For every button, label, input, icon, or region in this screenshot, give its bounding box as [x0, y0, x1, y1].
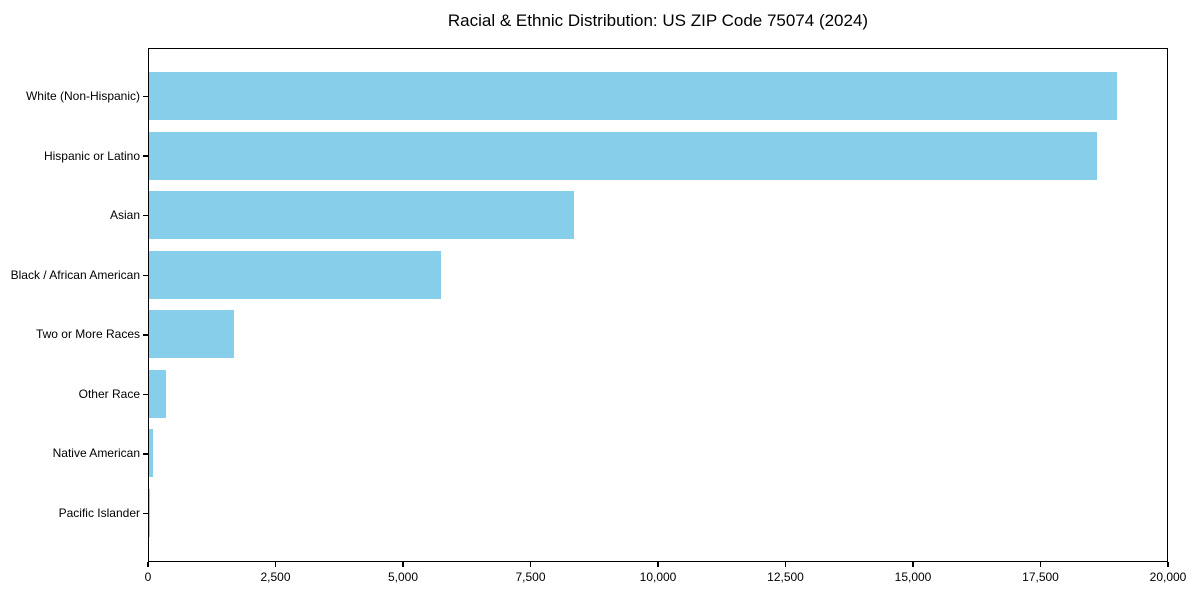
x-tick-label: 2,500 [260, 570, 291, 584]
y-tick [143, 95, 148, 98]
bar-native-american [149, 429, 153, 478]
bar-other-race [149, 369, 166, 418]
x-tick [529, 562, 532, 567]
y-tick-label: Hispanic or Latino [43, 148, 140, 163]
x-tick [1039, 562, 1042, 567]
x-tick-label: 0 [144, 570, 152, 584]
bar-asian [149, 191, 574, 240]
x-tick [784, 562, 787, 567]
bar-hispanic-or-latino [149, 131, 1098, 180]
y-tick-label: Asian [109, 208, 140, 223]
y-tick-label: Two or More Races [35, 327, 140, 342]
x-tick-label: 5,000 [387, 570, 419, 584]
bar-white-non-hispanic [149, 72, 1118, 121]
y-tick [143, 393, 148, 396]
y-tick-label: Native American [52, 446, 140, 461]
y-tick [143, 214, 148, 217]
plot-area [148, 48, 1168, 562]
y-tick [143, 274, 148, 276]
y-tick [143, 155, 148, 157]
bar-pacific-islander [149, 488, 150, 537]
x-tick [274, 562, 277, 567]
y-tick-label: Pacific Islander [58, 505, 140, 520]
y-tick [143, 512, 148, 515]
y-tick-label: Black / African American [10, 267, 140, 282]
x-tick-label: 7,500 [515, 570, 546, 584]
x-tick [912, 562, 914, 567]
x-tick [657, 562, 659, 567]
x-tick-label: 15,000 [894, 570, 932, 584]
x-tick [1167, 562, 1169, 567]
x-tick-label: 20,000 [1149, 570, 1187, 584]
y-tick-label: White (Non-Hispanic) [25, 89, 140, 104]
chart-title: Racial & Ethnic Distribution: US ZIP Cod… [447, 11, 869, 30]
x-tick [147, 562, 149, 567]
y-tick [143, 334, 148, 336]
x-tick-label: 10,000 [639, 570, 677, 584]
y-tick [143, 453, 148, 455]
x-tick-label: 17,500 [1022, 570, 1059, 584]
bar-black-african-american [149, 250, 441, 299]
x-tick-label: 12,500 [767, 570, 804, 584]
y-tick-label: Other Race [78, 386, 140, 401]
x-tick [402, 562, 404, 567]
bar-two-or-more-races [149, 310, 234, 359]
